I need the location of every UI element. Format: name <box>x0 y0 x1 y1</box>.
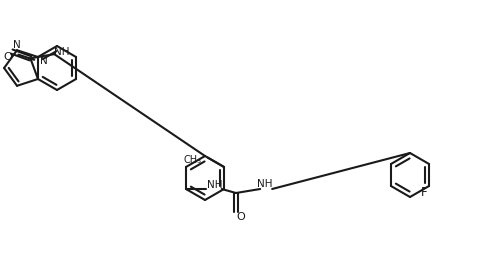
Text: CH₃: CH₃ <box>184 155 202 165</box>
Text: N: N <box>40 56 48 66</box>
Text: O: O <box>237 212 245 222</box>
Text: O: O <box>3 52 12 61</box>
Text: N: N <box>13 40 21 50</box>
Text: NH: NH <box>53 47 69 57</box>
Text: NH: NH <box>257 179 273 189</box>
Text: NH: NH <box>207 180 223 190</box>
Text: F: F <box>421 186 427 200</box>
